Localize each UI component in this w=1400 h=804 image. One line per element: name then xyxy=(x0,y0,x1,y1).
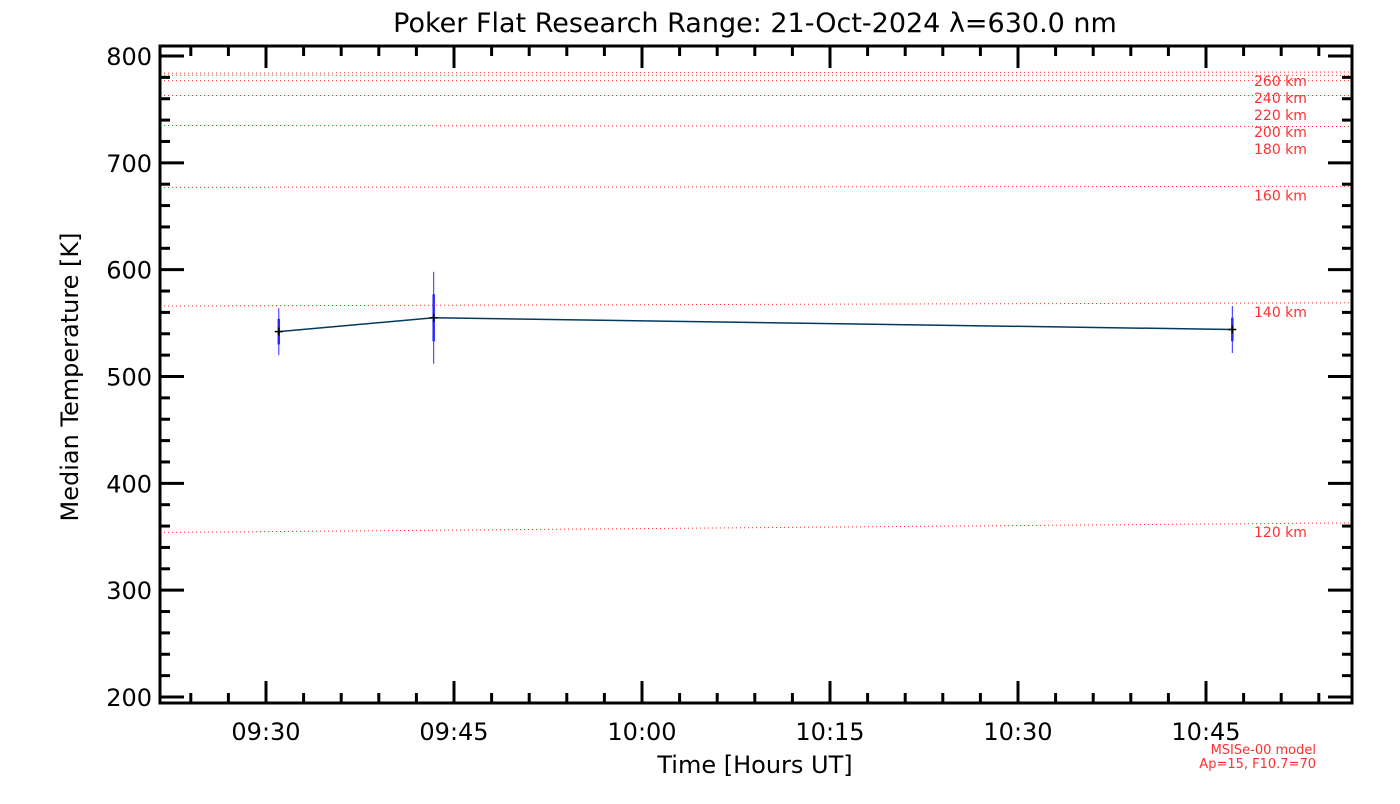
model-line-label: 160 km xyxy=(1254,188,1307,204)
data-point xyxy=(1228,325,1237,334)
y-axis-label: Median Temperature [K] xyxy=(56,232,84,521)
y-tick-label: 700 xyxy=(106,150,152,178)
model-line-label: 180 km xyxy=(1254,142,1307,158)
model-note-1: MSISe-00 model xyxy=(1211,743,1316,758)
x-axis-label: Time [Hours UT] xyxy=(656,751,852,779)
chart-title: Poker Flat Research Range: 21-Oct-2024 λ… xyxy=(393,8,1117,39)
model-line xyxy=(159,124,1353,128)
model-line-label: 140 km xyxy=(1254,305,1307,321)
data-point xyxy=(429,313,438,322)
model-note-2: Ap=15, F10.7=70 xyxy=(1199,757,1316,772)
model-line-label: 200 km xyxy=(1254,125,1307,141)
x-tick-label: 09:45 xyxy=(419,718,488,746)
y-tick-label: 300 xyxy=(106,577,152,605)
x-tick-label: 10:45 xyxy=(1171,718,1240,746)
x-tick-label: 09:30 xyxy=(231,718,300,746)
model-line-label: 260 km xyxy=(1254,74,1307,90)
model-line xyxy=(159,71,1353,74)
y-tick-label: 200 xyxy=(106,684,152,712)
model-line-label: 120 km xyxy=(1254,525,1307,541)
data-point xyxy=(274,327,283,336)
y-tick-label: 600 xyxy=(106,257,152,285)
x-tick-label: 10:00 xyxy=(607,718,676,746)
model-line-label: 240 km xyxy=(1254,91,1307,107)
y-tick-label: 400 xyxy=(106,470,152,498)
x-tick-label: 10:30 xyxy=(983,718,1052,746)
model-line-label: 220 km xyxy=(1254,108,1307,124)
model-line xyxy=(159,302,1353,307)
x-tick-label: 10:15 xyxy=(795,718,864,746)
model-line xyxy=(159,522,1353,533)
plot-frame xyxy=(158,44,1354,705)
y-tick-label: 800 xyxy=(106,43,152,71)
temperature-line xyxy=(278,316,1233,333)
model-line xyxy=(159,185,1353,188)
y-tick-label: 500 xyxy=(106,364,152,392)
